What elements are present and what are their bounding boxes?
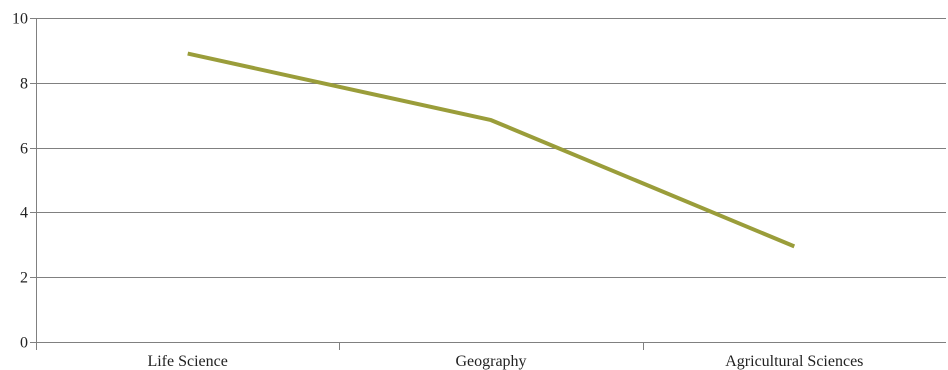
y-tick-label-6: 6 bbox=[20, 141, 28, 158]
y-tick-label-2: 2 bbox=[20, 270, 28, 287]
y-tick-label-8: 8 bbox=[20, 76, 28, 93]
grid-lines bbox=[36, 18, 946, 278]
y-tick-label-10: 10 bbox=[12, 11, 28, 28]
series-line-0 bbox=[187, 51, 796, 249]
x-tick-labels: Life Science Geography Agricultural Scienc… bbox=[147, 353, 863, 370]
x-tick-label-0: Life Science bbox=[147, 353, 227, 370]
y-tick-labels: 0 2 4 6 8 10 bbox=[12, 11, 28, 352]
y-tick-label-0: 0 bbox=[20, 335, 28, 352]
axes bbox=[30, 18, 946, 350]
y-tick-label-4: 4 bbox=[20, 205, 28, 222]
x-tick-label-2: Agricultural Sciences bbox=[725, 353, 863, 370]
x-tick-label-1: Geography bbox=[455, 353, 526, 370]
series bbox=[187, 51, 796, 249]
